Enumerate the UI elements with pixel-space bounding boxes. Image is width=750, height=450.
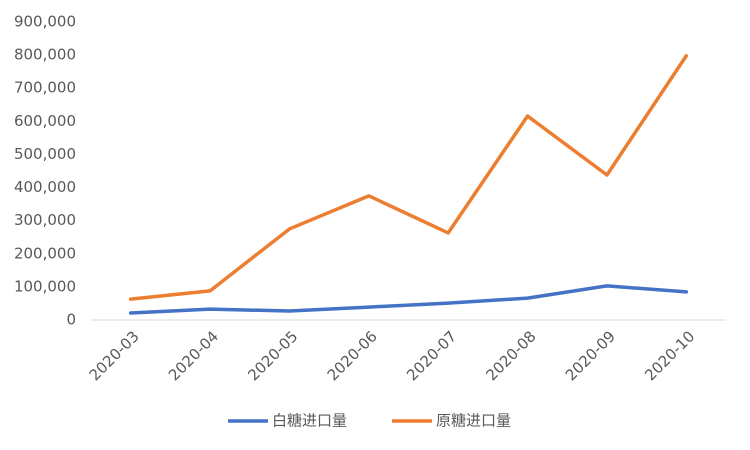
x-tick-label: 2020-07	[403, 327, 460, 384]
x-tick-label: 2020-06	[324, 327, 381, 384]
y-tick-label: 800,000	[14, 46, 76, 64]
y-tick-label: 300,000	[14, 211, 76, 229]
series-line	[128, 54, 689, 301]
x-tick-label: 2020-10	[641, 327, 698, 384]
y-tick-label: 200,000	[14, 244, 76, 262]
x-tick-label: 2020-08	[483, 327, 540, 384]
y-tick-label: 500,000	[14, 145, 76, 163]
legend-label: 白糖进口量	[272, 412, 347, 430]
x-tick-label: 2020-03	[86, 327, 143, 384]
y-tick-label: 700,000	[14, 79, 76, 97]
x-tick-label: 2020-09	[562, 327, 619, 384]
x-tick-label: 2020-04	[165, 327, 222, 384]
y-tick-label: 400,000	[14, 178, 76, 196]
y-tick-label: 100,000	[14, 277, 76, 295]
y-tick-label: 900,000	[14, 13, 76, 31]
y-tick-label: 600,000	[14, 112, 76, 130]
x-tick-label: 2020-05	[244, 327, 301, 384]
y-tick-label: 0	[66, 311, 76, 329]
legend-label: 原糖进口量	[436, 412, 511, 430]
series-line	[128, 284, 689, 315]
